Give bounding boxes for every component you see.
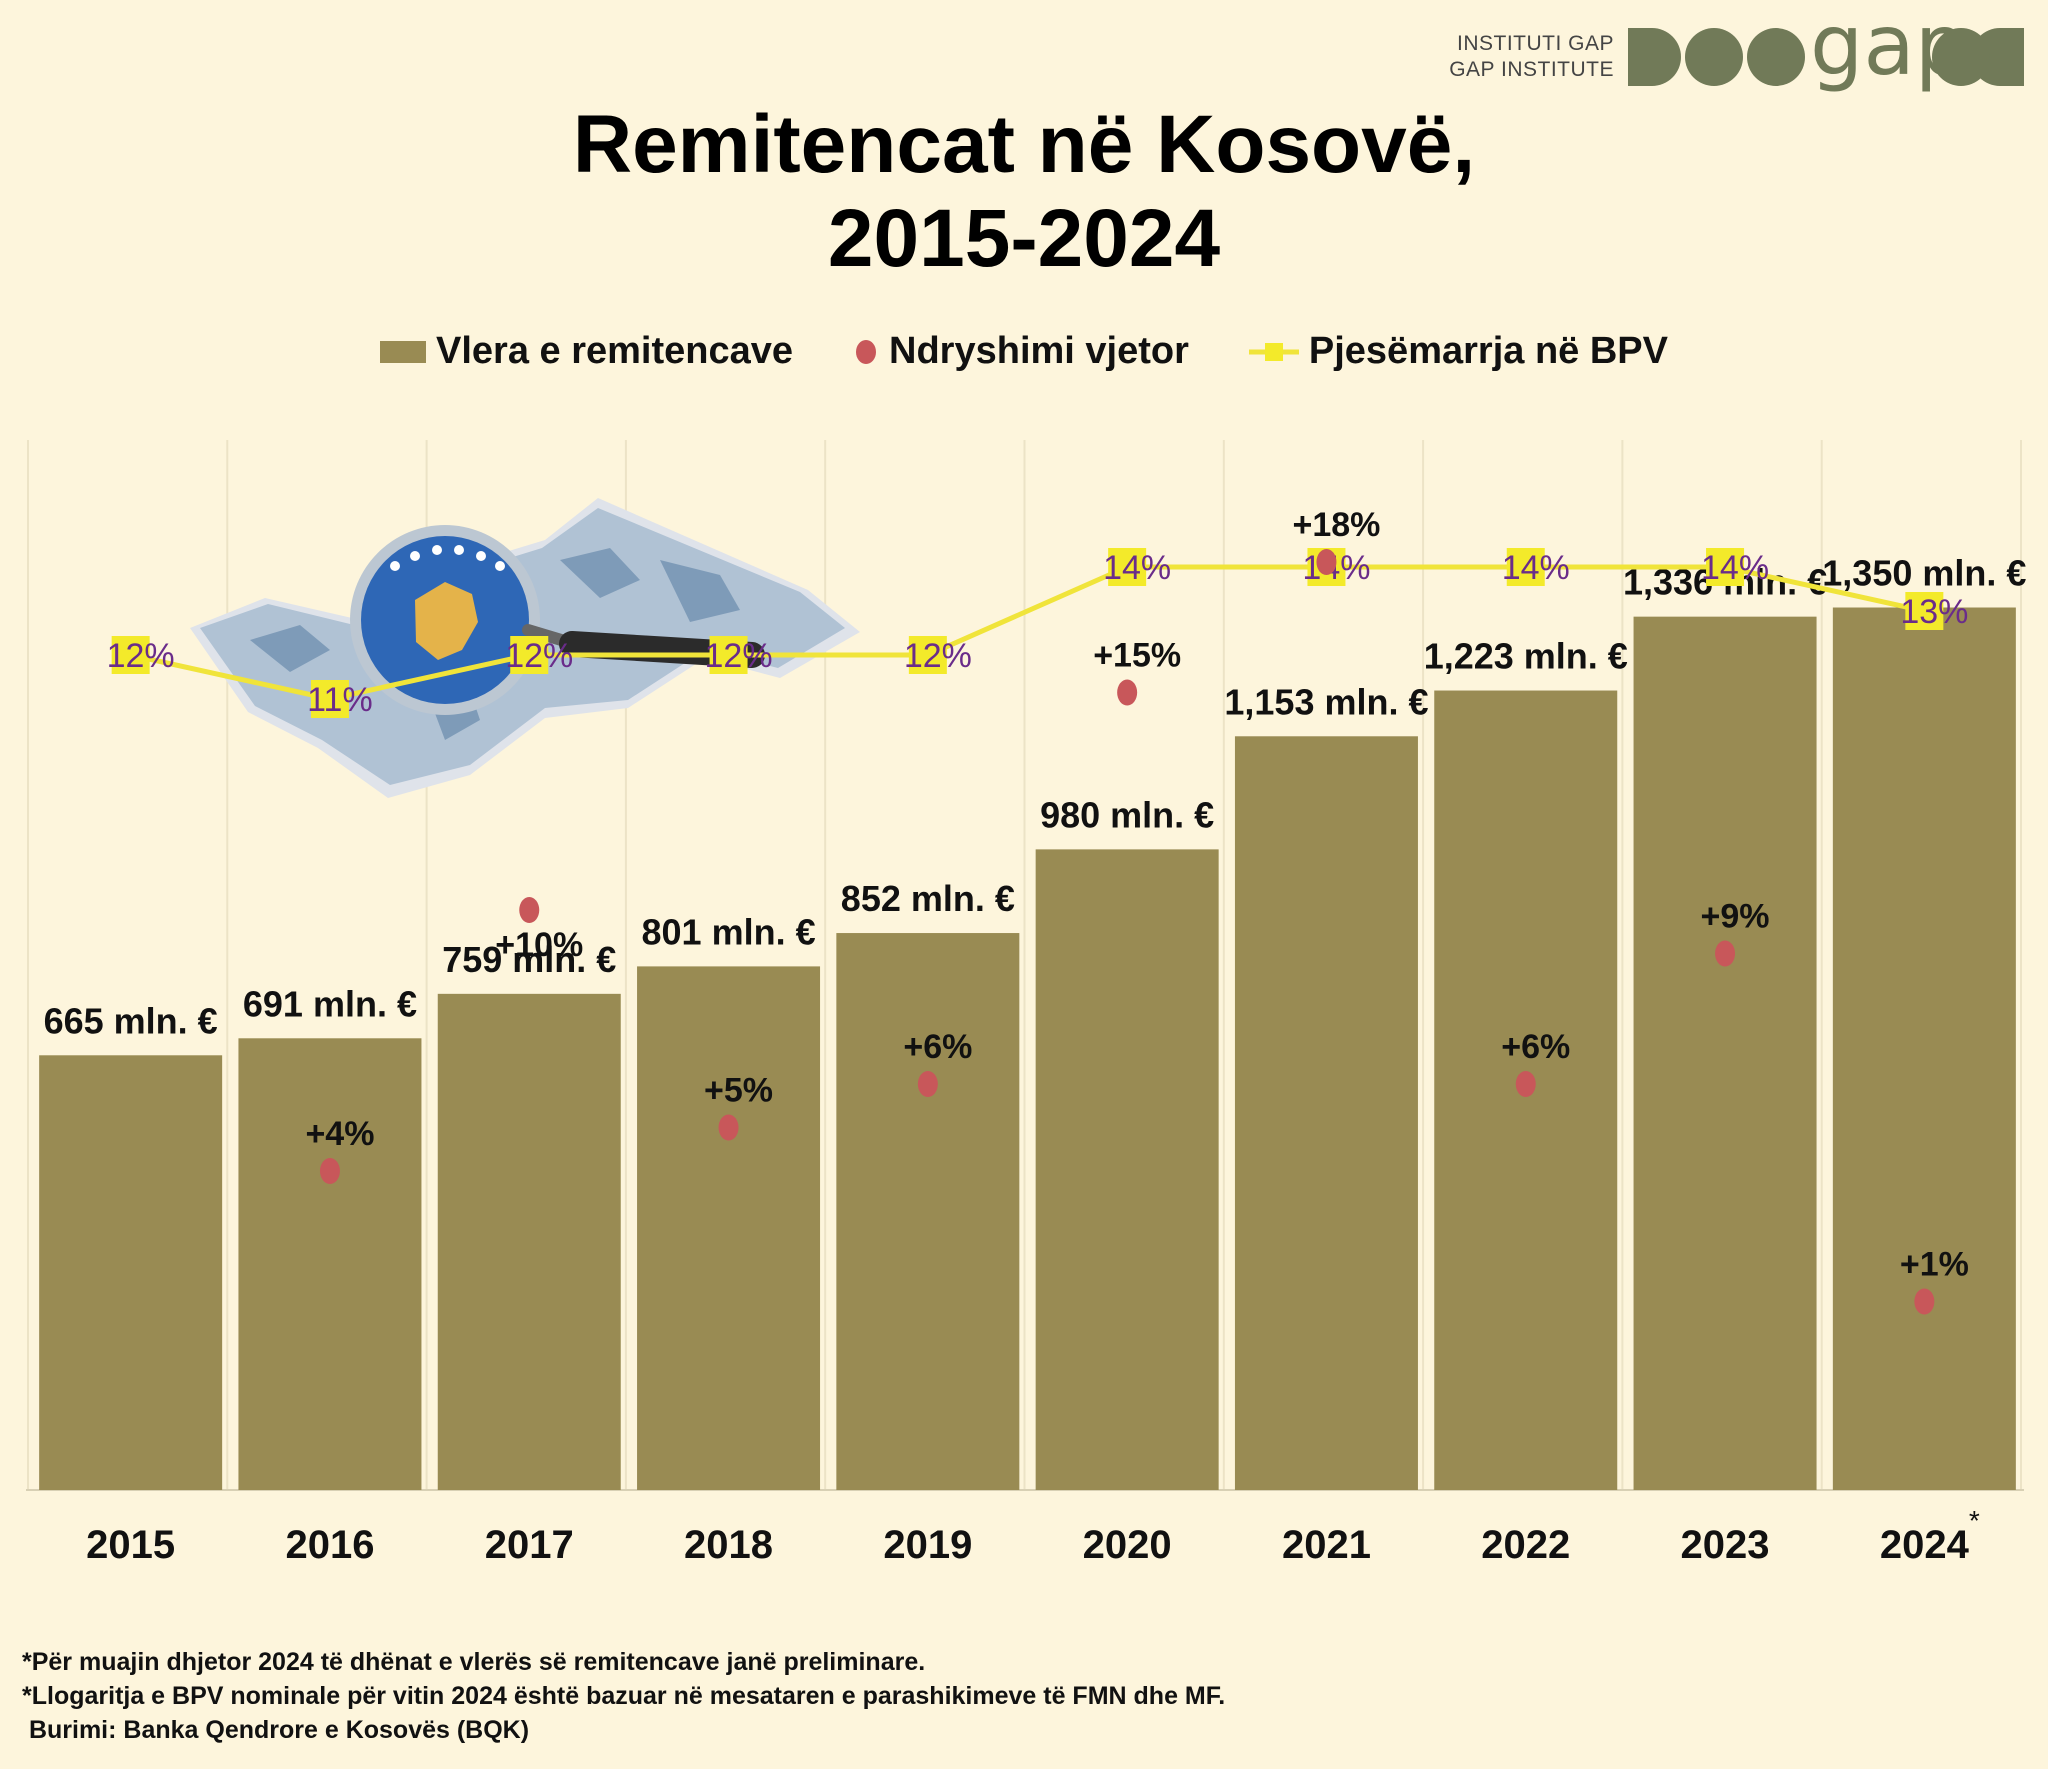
x-tick-2019: 2019: [883, 1523, 972, 1567]
x-tick-2023: 2023: [1681, 1523, 1770, 1567]
line-marker-2020: [1108, 548, 1147, 586]
title-line-1: Remitencat në Kosovë,: [572, 99, 1476, 190]
bar-label-2021: 1,153 mln. €: [1224, 681, 1428, 722]
dot-label-2020: +15%: [1093, 637, 1181, 675]
chart-title: Remitencat në Kosovë, 2015-2024: [0, 98, 2048, 286]
bar-label-2016: 691 mln. €: [243, 983, 417, 1024]
bar-2024: [1832, 607, 2016, 1490]
x-tick-2022: 2022: [1481, 1523, 1570, 1567]
legend-dot-swatch: [856, 339, 877, 364]
line-marker-2016: [310, 680, 349, 718]
line-label-2021: 14%: [1302, 549, 1370, 587]
line-label-2018: 12%: [705, 637, 773, 675]
line-label-2017: 12%: [505, 637, 573, 675]
footnote-source: Burimi: Banka Qendrore e Kosovës (BQK): [22, 1716, 530, 1744]
x-tick-2015: 2015: [86, 1523, 175, 1567]
dot-label-2018: +5%: [704, 1072, 773, 1110]
bar-2021: [1234, 736, 1418, 1490]
line-label-2020: 14%: [1103, 549, 1171, 587]
line-marker-2023: [1706, 548, 1745, 586]
bar-2023: [1633, 616, 1817, 1490]
bar-label-2020: 980 mln. €: [1040, 794, 1214, 835]
gap-logo: INSTITUTI GAP GAP INSTITUTE gap: [1449, 18, 2026, 96]
bar-2017: [437, 993, 621, 1490]
legend-label-bars: Vlera e remitencave: [436, 330, 794, 372]
logo-line-1: INSTITUTI GAP: [1456, 32, 1614, 55]
bar-value-labels: 665 mln. € 691 mln. € 759 mln. € 801 mln. €…: [44, 553, 2027, 1042]
logo-mark: gap: [1628, 18, 2024, 94]
x-tick-2021: 2021: [1282, 1523, 1371, 1567]
dot-2017: [519, 897, 540, 923]
x-tick-2017: 2017: [485, 1523, 574, 1567]
dot-label-2016: +4%: [305, 1115, 374, 1153]
bar-label-2022: 1,223 mln. €: [1424, 636, 1628, 677]
dot-2023: [1715, 940, 1736, 967]
dot-2016: [319, 1158, 340, 1184]
gdp-share-line: [130, 564, 1925, 702]
bar-label-2019: 852 mln. €: [841, 878, 1015, 919]
x-tick-2016: 2016: [285, 1523, 374, 1567]
line-label-2016: 11%: [307, 681, 373, 719]
dot-2018: [718, 1114, 739, 1141]
bar-label-2017: 759 mln. €: [442, 939, 616, 980]
dot-label-2017: +10%: [495, 926, 583, 964]
legend-item-bars: Vlera e remitencave: [380, 330, 793, 373]
dot-2019: [917, 1071, 938, 1097]
bar-2019: [836, 933, 1020, 1490]
bar-2016: [238, 1038, 422, 1490]
legend-line-swatch: [1248, 342, 1299, 361]
line-marker-2017: [510, 636, 549, 674]
annual-change-dot-series: +4% +10% +5% +6% +15% +18% +6% +9% +1%: [305, 506, 1969, 1315]
line-label-2015: 12%: [107, 637, 175, 675]
line-marker-2019: [908, 636, 947, 674]
logo-line-2: GAP INSTITUTE: [1449, 58, 1614, 81]
x-tick-2018: 2018: [684, 1523, 773, 1567]
gdp-share-line-series: 12% 11% 12% 12% 12% 14% 14% 14% 14% 13%: [107, 548, 1968, 719]
legend-item-line: Pjesëmarrja në BPV: [1248, 330, 1668, 373]
line-marker-2024: [1905, 592, 1944, 630]
dot-label-2022: +6%: [1501, 1028, 1570, 1066]
bar-series: [39, 607, 2016, 1490]
dot-label-2024: +1%: [1900, 1246, 1969, 1284]
dot-label-2021: +18%: [1292, 506, 1380, 544]
footnote-1: *Për muajin dhjetor 2024 të dhënat e vle…: [22, 1648, 926, 1676]
legend: Vlera e remitencave Ndryshimi vjetor Pje…: [0, 330, 2048, 373]
line-marker-2015: [111, 636, 150, 674]
legend-label-line: Pjesëmarrja në BPV: [1308, 330, 1668, 372]
footnote-2: *Llogaritja e BPV nominale për vitin 202…: [22, 1682, 1226, 1710]
dot-label-2023: +9%: [1701, 898, 1770, 936]
x-tick-2024: 2024: [1880, 1523, 1970, 1567]
dot-2022: [1515, 1071, 1536, 1097]
footnotes: *Për muajin dhjetor 2024 të dhënat e vle…: [22, 1645, 1225, 1747]
bar-2018: [637, 966, 821, 1490]
title-line-2: 2015-2024: [827, 193, 1221, 284]
x-tick-2020: 2020: [1083, 1523, 1172, 1567]
line-label-2022: 14%: [1502, 549, 1570, 587]
legend-bar-swatch: [380, 340, 426, 363]
line-marker-2018: [709, 636, 748, 674]
dot-2021: [1316, 549, 1337, 575]
logo-text: INSTITUTI GAP GAP INSTITUTE: [1449, 31, 1614, 83]
bar-2020: [1035, 849, 1219, 1490]
line-label-2019: 12%: [904, 637, 972, 675]
bar-label-2018: 801 mln. €: [642, 911, 816, 952]
x-axis: 2015 2016 2017 2018 2019 2020 2021 2022 2023 2024…: [86, 1505, 1980, 1567]
legend-item-dots: Ndryshimi vjetor: [853, 330, 1189, 373]
bar-2015: [39, 1055, 223, 1490]
dot-2020: [1117, 679, 1138, 706]
x-tick-mark-2024: *: [1969, 1505, 1980, 1536]
legend-label-dots: Ndryshimi vjetor: [889, 330, 1189, 372]
line-label-2024: 13%: [1900, 593, 1968, 631]
line-label-2023: 14%: [1701, 549, 1769, 587]
dot-2024: [1914, 1288, 1935, 1315]
bar-label-2015: 665 mln. €: [44, 1000, 218, 1041]
dot-label-2019: +6%: [903, 1028, 972, 1066]
line-marker-2022: [1506, 548, 1545, 586]
bar-label-2024: 1,350 mln. €: [1822, 553, 2026, 594]
